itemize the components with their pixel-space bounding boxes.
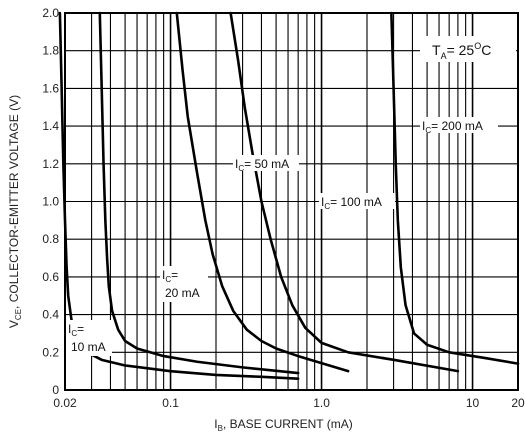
y-tick-label: 0.8 xyxy=(42,232,59,246)
series-label-text-line2: 20 mA xyxy=(165,286,200,300)
series-line xyxy=(175,11,350,373)
y-tick-label: 0 xyxy=(52,383,59,397)
tick-labels: 0.02 0.1 1.0 10 20 0 0.2 0.4 0.6 0.8 1.0 1.2 1.4 1.6 1… xyxy=(42,6,525,410)
annotations: IC= 10 mA IC= 20 mA IC= 50 mA IC= 100 mA IC= 2… xyxy=(66,36,516,356)
y-tick-label: 1.8 xyxy=(42,44,59,58)
x-tick-label: 20 xyxy=(511,396,525,410)
y-tick-label: 1.4 xyxy=(42,119,59,133)
series-label-bg xyxy=(66,320,112,356)
y-axis-label: VCE, COLLECTOR-EMITTER VOLTAGE (V) xyxy=(7,95,23,328)
grid xyxy=(65,13,518,390)
series-label-bg xyxy=(420,117,498,133)
temperature-label-bg xyxy=(420,36,516,62)
y-tick-label: 1.0 xyxy=(42,195,59,209)
series-line xyxy=(390,11,520,365)
series-label-bg xyxy=(233,155,299,171)
x-tick-label: 0.1 xyxy=(162,396,179,410)
axis-labels: IB, BASE CURRENT (mA) VCE, COLLECTOR-EMIT… xyxy=(7,95,353,433)
y-tick-label: 0.2 xyxy=(42,345,59,359)
x-tick-label: 10 xyxy=(466,396,480,410)
y-tick-label: 2.0 xyxy=(42,6,59,20)
series-line xyxy=(229,11,460,373)
series-line xyxy=(98,11,300,375)
series-label: IC= 50 mA xyxy=(233,155,299,173)
temperature-label-text: TA= 25OC xyxy=(432,41,491,61)
temperature-label: TA= 25OC xyxy=(420,36,516,62)
series-label: IC= 20 mA xyxy=(160,266,208,302)
y-tick-label: 0.6 xyxy=(42,270,59,284)
x-axis-label: IB, BASE CURRENT (mA) xyxy=(214,417,352,433)
series-label-bg xyxy=(319,193,395,209)
series-label: IC= 200 mA xyxy=(420,117,498,135)
series-label-text: IC= 100 mA xyxy=(321,195,382,211)
x-tick-label: 1.0 xyxy=(313,396,330,410)
series-label-bg xyxy=(160,266,208,302)
plot-frame xyxy=(64,12,519,391)
series-label: IC= 10 mA xyxy=(66,320,112,356)
y-tick-label: 0.4 xyxy=(42,308,59,322)
y-tick-label: 1.6 xyxy=(42,81,59,95)
series-label-text-line2: 10 mA xyxy=(71,340,106,354)
y-tick-label: 1.2 xyxy=(42,157,59,171)
series-label-text: IC= 50 mA xyxy=(235,157,289,173)
series-label: IC= 100 mA xyxy=(319,193,395,211)
x-tick-label: 0.02 xyxy=(53,396,77,410)
series-label-text: IC= 200 mA xyxy=(422,119,483,135)
series-label-text: IC= xyxy=(162,268,178,284)
series-label-text: IC= xyxy=(68,322,84,338)
curves xyxy=(58,11,520,380)
